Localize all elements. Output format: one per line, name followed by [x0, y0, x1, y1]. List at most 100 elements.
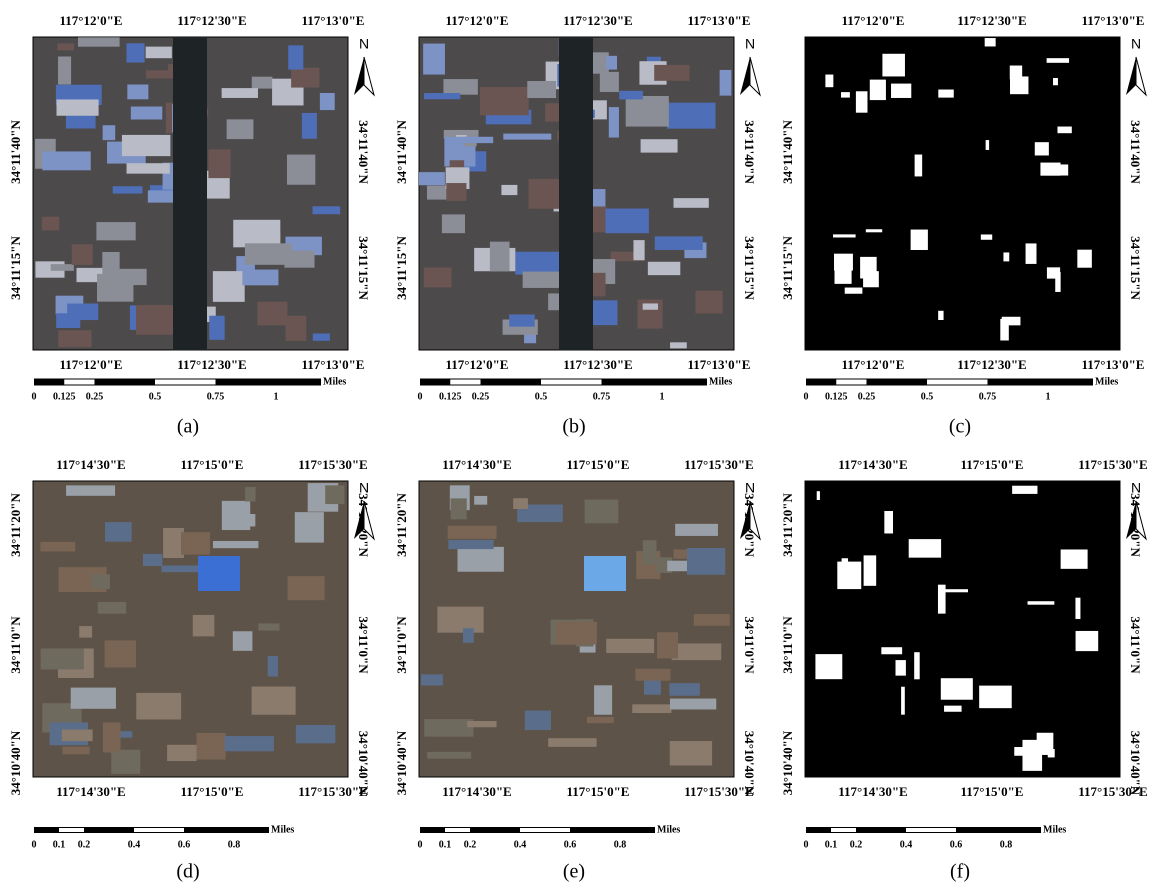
top-coord-label: 117°12'0"E: [446, 13, 509, 28]
image-feature: [490, 242, 510, 272]
bottom-coord-label: 117°12'30"E: [177, 357, 246, 372]
image-feature: [427, 752, 471, 759]
image-feature: [181, 532, 210, 554]
top-coord-label: 117°15'0"E: [181, 457, 244, 472]
scale-segment: [520, 828, 570, 832]
image-feature: [287, 576, 324, 600]
image-feature: [667, 561, 688, 572]
right-coord-label: 34°10'40"N: [1128, 731, 1143, 796]
scale-label: 0.2: [464, 839, 477, 850]
image-feature: [208, 149, 230, 178]
mask-feature: [1010, 76, 1028, 94]
image-feature: [424, 719, 473, 737]
image-feature: [675, 524, 718, 536]
left-coord-label: 34°11'0"N: [394, 616, 409, 674]
scale-label: 0.1: [53, 839, 66, 850]
mask-feature: [881, 647, 902, 654]
image-feature: [501, 185, 517, 195]
image-feature: [146, 47, 172, 59]
top-coord-label: 117°12'0"E: [60, 13, 123, 28]
image-feature: [559, 37, 593, 350]
mask-feature: [835, 270, 852, 284]
panel: 117°14'30"E117°15'0"E117°15'30"E117°14'3…: [780, 457, 1148, 883]
mask-feature: [834, 254, 853, 271]
image-feature: [451, 498, 467, 519]
top-coord-label: 117°12'0"E: [842, 13, 905, 28]
scale-label: 0.5: [535, 391, 548, 402]
mask-feature: [1022, 740, 1042, 771]
image-feature: [442, 214, 465, 233]
image-feature: [131, 107, 162, 120]
image-feature: [213, 271, 245, 302]
top-coord-label: 117°13'0"E: [302, 13, 365, 28]
scale-label: 0.8: [1000, 839, 1013, 850]
mask-feature: [870, 80, 886, 100]
image-feature: [296, 725, 335, 743]
image-feature: [320, 93, 335, 110]
right-coord-label: 34°11'40"N: [356, 120, 371, 184]
image-feature: [503, 134, 551, 140]
image-feature: [670, 342, 687, 348]
image-feature: [233, 220, 280, 248]
bottom-coord-label: 117°14'30"E: [838, 784, 907, 799]
mask-feature: [891, 84, 911, 98]
scale-label: 0.125: [53, 391, 76, 402]
mask-feature: [1061, 549, 1088, 568]
top-coord-label: 117°15'30"E: [1078, 457, 1147, 472]
mask-feature: [1075, 598, 1080, 619]
image-feature: [213, 541, 258, 548]
top-coord-label: 117°12'30"E: [177, 13, 246, 28]
image-feature: [633, 240, 644, 260]
bottom-coord-label: 117°12'30"E: [957, 357, 1026, 372]
mask-feature: [986, 140, 989, 150]
scale-unit: Miles: [709, 376, 732, 387]
image-feature: [313, 206, 341, 214]
image-feature: [105, 640, 136, 667]
bottom-coord-label: 117°15'0"E: [961, 784, 1024, 799]
image-feature: [455, 137, 493, 143]
mask-feature: [845, 288, 863, 294]
scale-label: 0.1: [439, 839, 452, 850]
left-coord-label: 34°11'15"N: [8, 236, 23, 300]
image-feature: [72, 244, 93, 265]
image-feature: [102, 252, 119, 274]
scale-label: 0.6: [950, 839, 963, 850]
image-feature: [513, 498, 528, 509]
image-feature: [222, 501, 250, 530]
mask-feature: [1026, 243, 1037, 263]
image-feature: [66, 485, 115, 495]
image-feature: [198, 556, 240, 591]
mask-feature: [945, 589, 968, 592]
scale-label: 0: [32, 839, 37, 850]
panel-caption: (d): [176, 861, 199, 883]
scale-label: 0.6: [178, 839, 191, 850]
left-coord-label: 34°10'40"N: [394, 730, 409, 795]
mask-feature: [1003, 252, 1009, 261]
image-feature: [419, 172, 445, 185]
scale-label: 1: [660, 391, 665, 402]
mask-feature: [882, 54, 905, 77]
image-feature: [587, 717, 614, 723]
panel-caption: (f): [950, 861, 970, 883]
image-feature: [148, 190, 177, 202]
image-feature: [96, 222, 135, 240]
bottom-coord-label: 117°13'0"E: [1082, 357, 1145, 372]
image: [805, 37, 1120, 350]
scale-segment: [906, 828, 956, 832]
image-feature: [720, 70, 732, 96]
north-arrow: [740, 57, 750, 95]
image-feature: [424, 93, 460, 99]
right-coord-label: 34°11'40"N: [742, 120, 757, 184]
mask-feature: [1028, 601, 1055, 604]
image-feature: [62, 730, 93, 742]
scale-segment: [541, 380, 602, 385]
image-feature: [67, 304, 98, 321]
left-coord-label: 34°11'20"N: [8, 493, 23, 557]
image-feature: [97, 274, 133, 302]
scale-label: 0.25: [86, 391, 104, 402]
image-feature: [548, 738, 596, 747]
image-feature: [527, 81, 556, 98]
mask-feature: [896, 660, 906, 676]
image-feature: [225, 736, 274, 751]
